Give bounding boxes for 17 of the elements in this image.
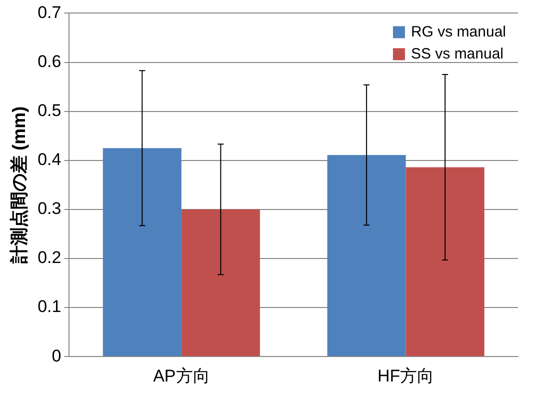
y-tick-label: 0.4 <box>38 150 62 170</box>
y-tick-label: 0.7 <box>38 2 62 22</box>
bar <box>327 154 406 356</box>
y-tick-label: 0 <box>52 346 62 366</box>
bar <box>406 167 484 356</box>
y-tick-label: 0.1 <box>38 297 62 316</box>
y-tick-label: 0.2 <box>38 248 62 268</box>
bar <box>181 209 260 356</box>
x-tick-label: AP方向 <box>153 366 210 386</box>
legend-label: SS vs manual <box>410 45 504 62</box>
y-tick-label: 0.6 <box>38 52 62 71</box>
legend-label: RG vs manual <box>410 23 506 40</box>
bar <box>102 148 182 356</box>
y-tick-label: 0.3 <box>38 199 62 218</box>
x-tick-label: HF方向 <box>377 366 434 386</box>
y-axis-title: 計測点間の差 (mm) <box>8 106 29 264</box>
y-tick-label: 0.5 <box>38 101 62 120</box>
